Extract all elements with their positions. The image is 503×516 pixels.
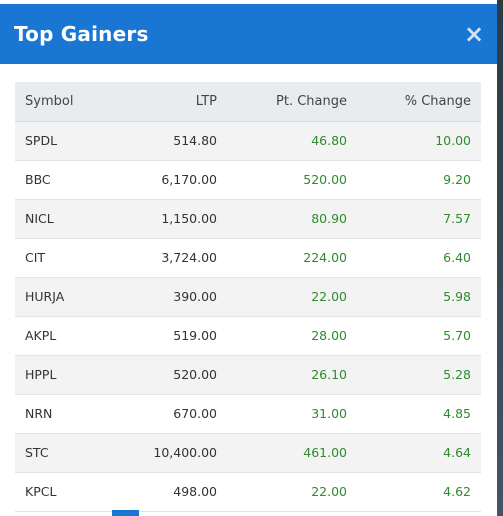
cell-symbol: NICL bbox=[15, 199, 115, 239]
table-body: SPDL 514.80 46.80 10.00 BBC 6,170.00 520… bbox=[15, 121, 481, 512]
gainers-table: Symbol LTP Pt. Change % Change SPDL 514.… bbox=[15, 82, 481, 512]
cell-ltp: 498.00 bbox=[115, 472, 219, 512]
cell-symbol: STC bbox=[15, 433, 115, 473]
table-row[interactable]: BBC 6,170.00 520.00 9.20 bbox=[15, 160, 481, 200]
column-header-symbol[interactable]: Symbol bbox=[15, 82, 115, 122]
cell-symbol: BBC bbox=[15, 160, 115, 200]
table-row[interactable]: HURJA 390.00 22.00 5.98 bbox=[15, 277, 481, 317]
cell-pct-change: 4.64 bbox=[349, 433, 481, 473]
cell-ltp: 390.00 bbox=[115, 277, 219, 317]
table-header: Symbol LTP Pt. Change % Change bbox=[15, 82, 481, 122]
cell-ltp: 514.80 bbox=[115, 121, 219, 161]
cell-symbol: KPCL bbox=[15, 472, 115, 512]
cell-pt-change: 26.10 bbox=[219, 355, 349, 395]
gainers-table-container: Symbol LTP Pt. Change % Change SPDL 514.… bbox=[15, 82, 481, 512]
table-row[interactable]: STC 10,400.00 461.00 4.64 bbox=[15, 433, 481, 473]
table-row[interactable]: NRN 670.00 31.00 4.85 bbox=[15, 394, 481, 434]
modal-title: Top Gainers bbox=[14, 22, 149, 46]
close-icon[interactable]: × bbox=[464, 20, 485, 48]
cell-symbol: SPDL bbox=[15, 121, 115, 161]
column-header-pt-change[interactable]: Pt. Change bbox=[219, 82, 349, 122]
cell-pct-change: 5.98 bbox=[349, 277, 481, 317]
table-row[interactable]: AKPL 519.00 28.00 5.70 bbox=[15, 316, 481, 356]
cell-pct-change: 7.57 bbox=[349, 199, 481, 239]
cell-pt-change: 22.00 bbox=[219, 277, 349, 317]
cell-pt-change: 28.00 bbox=[219, 316, 349, 356]
cell-pct-change: 10.00 bbox=[349, 121, 481, 161]
cell-pct-change: 4.85 bbox=[349, 394, 481, 434]
cell-pt-change: 22.00 bbox=[219, 472, 349, 512]
cell-symbol: CIT bbox=[15, 238, 115, 278]
table-row[interactable]: HPPL 520.00 26.10 5.28 bbox=[15, 355, 481, 395]
cell-pt-change: 520.00 bbox=[219, 160, 349, 200]
cell-pct-change: 5.70 bbox=[349, 316, 481, 356]
cell-symbol: HPPL bbox=[15, 355, 115, 395]
table-header-row: Symbol LTP Pt. Change % Change bbox=[15, 82, 481, 122]
cell-pt-change: 46.80 bbox=[219, 121, 349, 161]
cell-ltp: 3,724.00 bbox=[115, 238, 219, 278]
table-row[interactable]: NICL 1,150.00 80.90 7.57 bbox=[15, 199, 481, 239]
cell-ltp: 520.00 bbox=[115, 355, 219, 395]
cell-pct-change: 9.20 bbox=[349, 160, 481, 200]
cell-ltp: 1,150.00 bbox=[115, 199, 219, 239]
cell-pt-change: 80.90 bbox=[219, 199, 349, 239]
cell-ltp: 519.00 bbox=[115, 316, 219, 356]
column-header-pct-change[interactable]: % Change bbox=[349, 82, 481, 122]
cell-pt-change: 224.00 bbox=[219, 238, 349, 278]
cell-pt-change: 461.00 bbox=[219, 433, 349, 473]
cell-symbol: NRN bbox=[15, 394, 115, 434]
modal-header: Top Gainers × bbox=[0, 4, 497, 64]
cell-symbol: HURJA bbox=[15, 277, 115, 317]
table-row[interactable]: CIT 3,724.00 224.00 6.40 bbox=[15, 238, 481, 278]
table-row[interactable]: SPDL 514.80 46.80 10.00 bbox=[15, 121, 481, 161]
pagination-button[interactable] bbox=[112, 510, 139, 516]
table-row[interactable]: KPCL 498.00 22.00 4.62 bbox=[15, 472, 481, 512]
cell-pt-change: 31.00 bbox=[219, 394, 349, 434]
cell-ltp: 6,170.00 bbox=[115, 160, 219, 200]
cell-pct-change: 4.62 bbox=[349, 472, 481, 512]
background-page-edge bbox=[497, 0, 503, 516]
column-header-ltp[interactable]: LTP bbox=[115, 82, 219, 122]
cell-pct-change: 5.28 bbox=[349, 355, 481, 395]
cell-symbol: AKPL bbox=[15, 316, 115, 356]
cell-ltp: 10,400.00 bbox=[115, 433, 219, 473]
cell-ltp: 670.00 bbox=[115, 394, 219, 434]
cell-pct-change: 6.40 bbox=[349, 238, 481, 278]
